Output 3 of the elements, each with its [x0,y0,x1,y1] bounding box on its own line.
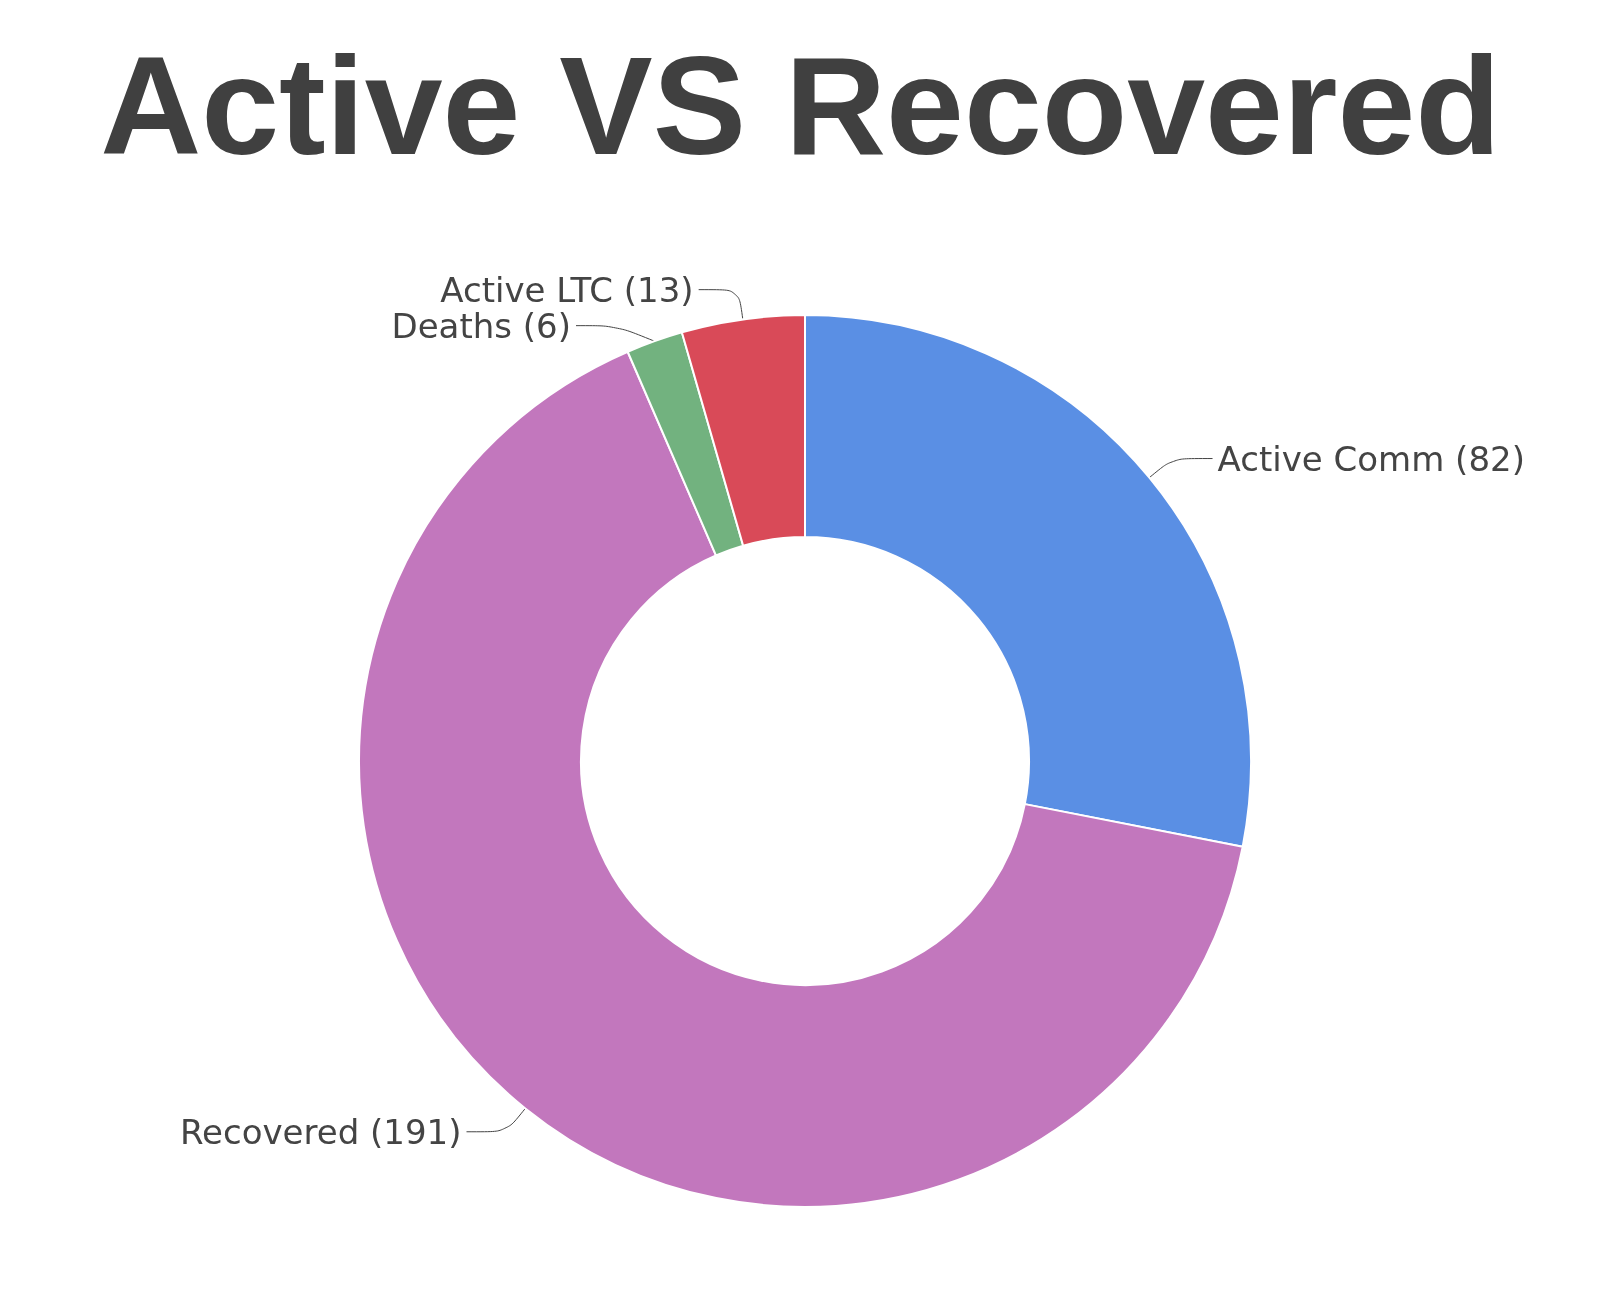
slice-label: Recovered (191) [179,1111,462,1152]
chart-title: Active VS Recovered [100,26,1501,184]
slice-label: Active Comm (82) [1217,438,1525,479]
